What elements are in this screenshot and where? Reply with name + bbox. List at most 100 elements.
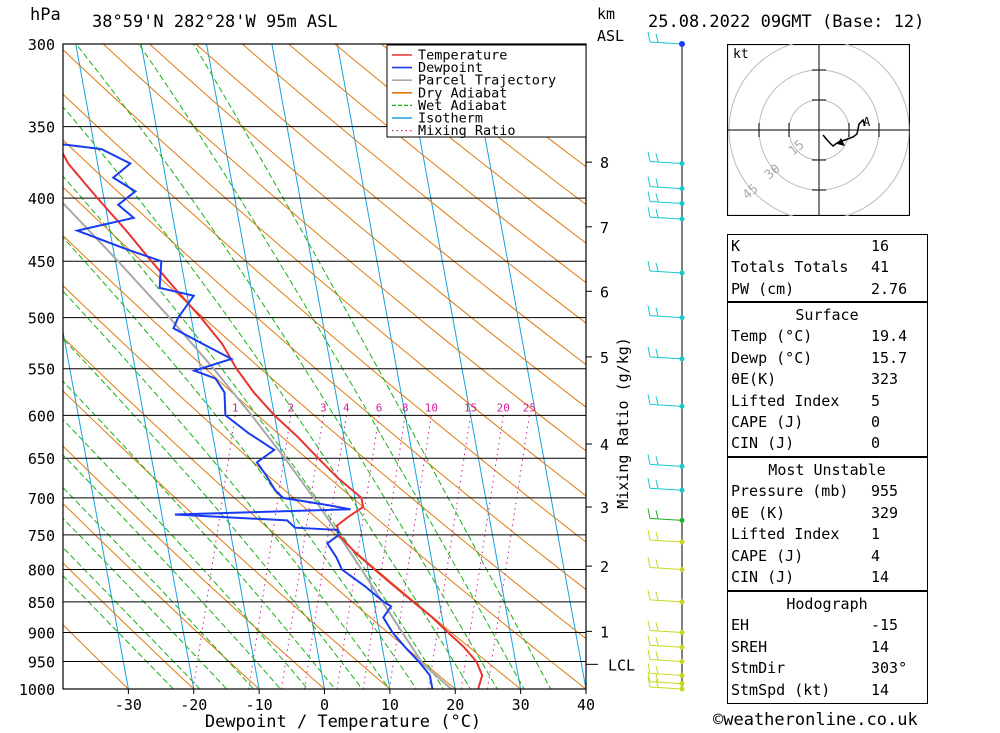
hodo-value: 14 — [871, 637, 890, 656]
wind-barb — [647, 508, 685, 523]
wet-adiabat-line — [63, 546, 201, 689]
dry-adiabat-line — [380, 44, 586, 206]
dry-adiabat-line — [63, 502, 260, 689]
km-label: km — [597, 5, 616, 23]
wind-barb — [647, 346, 685, 362]
mixing-ratio-line — [336, 415, 380, 689]
km-tick-label: 4 — [600, 436, 609, 454]
most-unstable-title: Most Unstable — [768, 461, 886, 479]
wind-barb-shaft — [649, 644, 683, 648]
dry-adiabat-line — [63, 139, 586, 591]
wind-barb-flag — [655, 559, 659, 568]
storm-motion-marker — [837, 138, 845, 146]
isotherm-line — [0, 0, 2, 715]
wind-barb-dot — [679, 644, 685, 650]
wind-barb-flag — [647, 557, 651, 568]
wet-adiabat-line — [63, 236, 418, 689]
wind-barb-dot — [679, 566, 685, 572]
wind-barb-flag — [655, 262, 659, 272]
wind-barb — [647, 176, 685, 192]
legend-label: Mixing Ratio — [418, 123, 516, 139]
skewt-chart: 1 2 3 4 6 8 10 15 20 25 3003504004505005506006507… — [0, 0, 685, 732]
k-label: K — [731, 237, 741, 255]
temperature-axis-labels: -30 -20 -10 0 10 20 30 40 — [115, 689, 595, 714]
isotherm-line — [271, 44, 391, 689]
mixing-ratio-label: 2 — [287, 401, 294, 414]
wind-barb — [647, 671, 685, 687]
wind-barb-dot — [679, 216, 685, 222]
wind-barb-flag — [655, 178, 659, 187]
station-location: 38°59'N 282°28'W 95m ASL — [92, 12, 338, 32]
wind-barb — [647, 305, 685, 321]
x-tick-label: 30 — [512, 696, 530, 714]
surface-value: 0 — [871, 413, 881, 432]
wind-barb-shaft — [649, 599, 683, 603]
surface-value: 5 — [871, 391, 881, 410]
hodo-label: StmDir — [731, 659, 786, 678]
hodograph-stats-box — [727, 591, 928, 704]
mixing-ratio-label: 4 — [343, 401, 350, 414]
wind-barb-flag — [655, 678, 659, 688]
dewpoint-line — [63, 143, 434, 689]
wind-barb-flag — [655, 456, 659, 465]
wind-barb-dot — [679, 487, 685, 493]
pressure-level-lines — [63, 43, 586, 690]
legend-label: Wet Adiabat — [418, 98, 507, 114]
pressure-tick-label: 350 — [28, 119, 55, 137]
wind-barb-flag — [647, 207, 651, 218]
wind-barb-shaft — [649, 161, 683, 165]
wind-barb-shaft — [649, 672, 683, 676]
wind-top-dot — [679, 41, 685, 47]
wind-barb-flag — [647, 663, 651, 674]
wind-barb-dot — [679, 200, 685, 206]
wind-barb — [647, 649, 685, 665]
dry-adiabat-line — [63, 49, 586, 497]
wet-adiabat-line — [138, 44, 525, 689]
wind-barb-dot — [679, 315, 685, 321]
wind-barb-flag — [655, 33, 659, 43]
pressure-axis-labels: 300 350 400 450 500 550 600 650 700 750 800 850 900 9… — [19, 36, 55, 699]
wind-barb — [647, 478, 685, 493]
surface-label: Lifted Index — [731, 391, 840, 410]
surface-value: 0 — [871, 434, 881, 453]
surface-value: 323 — [871, 370, 899, 389]
pressure-tick-label: 550 — [28, 361, 55, 379]
dry-adiabat-line — [63, 562, 195, 689]
wind-barb-flag — [655, 480, 659, 489]
mu-value: 4 — [871, 546, 881, 565]
dry-adiabat-line — [195, 44, 586, 366]
surface-label: θE(K) — [731, 370, 777, 389]
wind-barb-flag — [647, 394, 651, 405]
wind-barb-shaft — [649, 186, 683, 190]
wind-barb-shaft — [649, 686, 683, 690]
pressure-tick-label: 900 — [28, 625, 55, 643]
mu-value: 1 — [871, 525, 881, 544]
mu-label: Pressure (mb) — [731, 482, 849, 501]
wind-barb-dot — [679, 517, 685, 523]
legend-box — [386, 44, 587, 138]
pressure-tick-label: 950 — [28, 654, 55, 672]
wind-barb-flag — [655, 510, 659, 519]
mu-label: CIN (J) — [731, 568, 795, 587]
x-tick-label: 10 — [381, 696, 399, 714]
km-tick-label: 1 — [600, 623, 609, 641]
legend-label: Temperature — [418, 48, 507, 64]
km-tick-label: 5 — [600, 349, 609, 367]
run-datetime: 25.08.2022 09GMT (Base: 12) — [648, 12, 925, 32]
wind-barb-dot — [679, 630, 685, 636]
x-tick-label: 40 — [577, 696, 595, 714]
pressure-tick-label: 800 — [28, 561, 55, 579]
wet-adiabat-line — [63, 338, 363, 689]
pressure-tick-label: 750 — [28, 527, 55, 545]
wind-barb-flag — [647, 478, 651, 489]
wind-barb-shaft — [649, 517, 683, 521]
mu-label: θE (K) — [731, 503, 786, 522]
pressure-tick-label: 650 — [28, 450, 55, 468]
mixing-ratio-line — [303, 415, 347, 689]
hodograph-stats-title: Hodograph — [786, 595, 868, 613]
wind-barb-flag — [655, 153, 659, 162]
x-tick-label: 20 — [446, 696, 464, 714]
legend-label: Dewpoint — [418, 60, 483, 76]
wind-barb-flag — [647, 676, 651, 688]
